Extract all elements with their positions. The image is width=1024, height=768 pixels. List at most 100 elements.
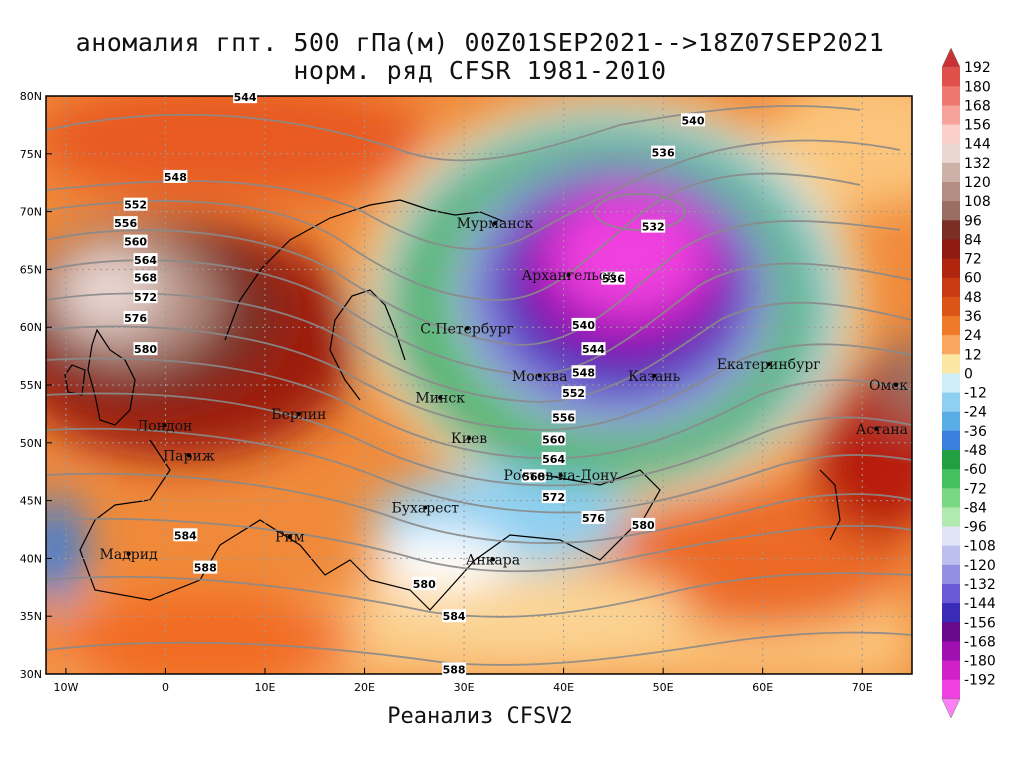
colorbar-label: -48 xyxy=(964,443,987,459)
colorbar-label: 60 xyxy=(964,271,982,287)
colorbar-swatch xyxy=(942,201,960,221)
colorbar-label: -12 xyxy=(964,386,987,402)
city-dot xyxy=(894,383,899,387)
contour-label: 560 xyxy=(123,234,148,249)
map-title: аномалия гпт. 500 гПа(м) 00Z01SEP2021-->… xyxy=(75,28,885,57)
colorbar-label: -36 xyxy=(964,424,987,440)
city-dot xyxy=(465,326,470,331)
colorbar-label: 36 xyxy=(964,309,982,325)
city-name: Анкара xyxy=(466,553,520,569)
anomaly-field xyxy=(46,96,912,674)
colorbar-swatch xyxy=(942,86,960,106)
city-name: Казань xyxy=(628,369,680,385)
city-name: Минск xyxy=(415,391,465,407)
contour-label: 552 xyxy=(561,386,586,400)
colorbar-label: -108 xyxy=(964,539,996,555)
colorbar-label: 192 xyxy=(964,60,991,76)
city: Мадрид xyxy=(100,547,159,563)
lon-label: 30E xyxy=(454,681,475,694)
contour-label: 580 xyxy=(412,576,437,591)
lat-label: 45N xyxy=(20,495,42,508)
colorbar-label: -168 xyxy=(964,634,996,650)
city-dot xyxy=(438,395,443,400)
lon-label: 20E xyxy=(354,681,375,694)
contour-label-text: 568 xyxy=(134,271,157,284)
city-name: Архангельск xyxy=(522,268,616,284)
colorbar-label: 48 xyxy=(964,290,982,306)
colorbar-label: 96 xyxy=(964,213,982,229)
contour-label-text: 572 xyxy=(542,491,565,504)
contour-label-text: 540 xyxy=(572,319,595,332)
lon-label: 40E xyxy=(553,681,574,694)
contour-label: 564 xyxy=(541,451,566,466)
contour-label: 536 xyxy=(651,145,676,160)
colorbar-cap-bottom xyxy=(941,698,961,719)
contour-label-text: 580 xyxy=(632,519,655,532)
contour-label-text: 532 xyxy=(642,221,665,234)
contour-label-box xyxy=(581,510,606,524)
contour-label-text: 544 xyxy=(234,91,257,104)
colorbar-label: -180 xyxy=(964,654,996,670)
city: Рим xyxy=(275,529,305,545)
city-dot xyxy=(186,453,191,458)
contour-label: 568 xyxy=(133,270,158,284)
city-dot xyxy=(162,423,167,428)
city: Анкара xyxy=(466,553,520,569)
contour-label-box xyxy=(581,342,606,356)
contour-label-text: 560 xyxy=(542,433,565,446)
colorbar-label: -156 xyxy=(964,615,996,631)
colorbar-swatch xyxy=(942,354,960,374)
city: Лондон xyxy=(137,418,193,434)
contour-label: 540 xyxy=(681,113,706,127)
colorbar-swatch xyxy=(942,373,960,393)
contour-label: 540 xyxy=(571,317,596,332)
colorbar-label: -60 xyxy=(964,462,987,478)
city-name: Омск xyxy=(869,378,908,394)
city-name: Лондон xyxy=(137,418,193,434)
source-label: Реанализ CFSV2 xyxy=(387,704,573,729)
latitude-labels: 30N 35N 40N 45N 50N 55N 60N 65N 70N 75N 80N xyxy=(20,90,42,681)
city-name: С.Петербург xyxy=(420,321,514,337)
city: Минск xyxy=(415,391,465,407)
colorbar-swatch xyxy=(942,124,960,145)
lon-label: 10E xyxy=(255,681,276,694)
contour-label-text: 584 xyxy=(174,529,197,542)
city: Москва xyxy=(512,369,568,385)
lat-label: 70N xyxy=(20,206,42,219)
colorbar-label: 12 xyxy=(964,347,982,363)
colorbar-label: 108 xyxy=(964,194,991,210)
lat-label: 55N xyxy=(20,379,42,392)
contour-label-text: 556 xyxy=(114,217,137,230)
contour-label-text: 536 xyxy=(602,273,625,286)
lat-label: 40N xyxy=(20,552,42,565)
colorbar-swatch xyxy=(942,411,960,432)
contour-label: 576 xyxy=(581,510,606,525)
contour-label-text: 588 xyxy=(194,562,217,575)
contour-label-text: 576 xyxy=(582,512,605,525)
lon-label: 70E xyxy=(852,681,873,694)
contour-label-box xyxy=(601,271,626,285)
graticule xyxy=(46,96,912,674)
city: Екатеринбург xyxy=(717,357,821,373)
city-dot xyxy=(287,534,292,539)
colorbar-label: 180 xyxy=(964,79,991,95)
contour-label-text: 584 xyxy=(443,610,466,623)
contour-label: 544 xyxy=(233,90,258,104)
contour-label: 532 xyxy=(641,219,666,234)
contour-label: 544 xyxy=(581,342,606,356)
city-dot xyxy=(874,426,879,431)
colorbar-swatch xyxy=(942,603,960,623)
colorbar-label: 168 xyxy=(964,98,991,114)
contour-label-text: 548 xyxy=(164,171,187,184)
contour-label-text: 572 xyxy=(134,291,157,304)
city-name: Рим xyxy=(275,529,305,545)
contour-label-box xyxy=(123,310,148,324)
colorbar-label: 132 xyxy=(964,156,991,172)
city-dot xyxy=(423,505,428,510)
contour-label-box xyxy=(681,113,706,127)
lat-label: 75N xyxy=(20,148,42,161)
lat-label: 60N xyxy=(20,321,42,334)
city: Омск xyxy=(869,378,908,394)
colorbar: 1921801681561441321201089684726048362412… xyxy=(941,47,996,719)
